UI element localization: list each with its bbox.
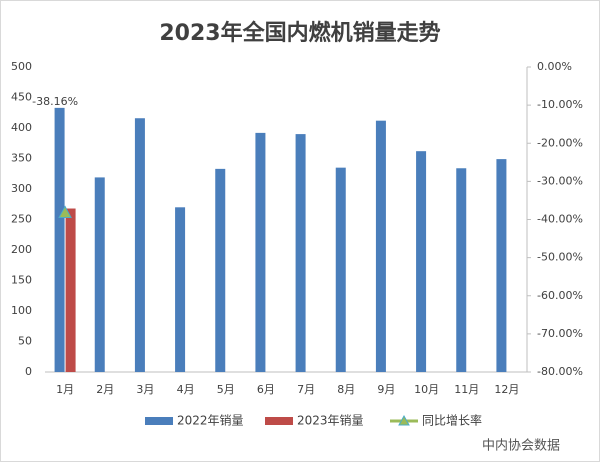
legend-marker (398, 414, 410, 426)
y-tick-label: 300 (11, 182, 32, 195)
x-tick-label: 6月 (257, 383, 275, 396)
legend-swatch (145, 417, 173, 425)
y2-tick-label: -30.00% (537, 174, 583, 187)
source-note: 中内协会数据 (482, 438, 560, 454)
x-tick-label: 2月 (96, 383, 114, 396)
legend-label: 2022年销量 (177, 414, 244, 428)
legend-swatch (265, 417, 293, 425)
x-tick-label: 5月 (217, 383, 235, 396)
bar (54, 107, 65, 373)
bar (416, 151, 427, 372)
bar (456, 168, 467, 372)
chart-title: 2023年全国内燃机销量走势 (159, 20, 440, 46)
x-tick-label: 3月 (136, 383, 154, 396)
y-tick-label: 450 (11, 91, 32, 104)
x-tick-label: 10月 (414, 383, 439, 396)
bar (175, 207, 186, 372)
legend-label: 同比增长率 (422, 413, 482, 428)
legend-label: 2023年销量 (297, 414, 364, 428)
y-tick-label: 250 (11, 213, 32, 226)
bar (134, 118, 145, 373)
y-tick-label: 150 (11, 274, 32, 287)
y-tick-label: 500 (11, 60, 32, 73)
x-tick-label: 8月 (337, 383, 355, 396)
y2-tick-label: -50.00% (537, 251, 583, 264)
bar (295, 134, 306, 372)
bar (215, 168, 226, 372)
bar (496, 159, 507, 372)
bar (335, 167, 346, 372)
y2-tick-label: -70.00% (537, 327, 583, 340)
x-tick-label: 12月 (494, 383, 519, 396)
x-tick-label: 11月 (454, 383, 479, 396)
y-tick-label: 0 (25, 365, 32, 378)
y-tick-label: 350 (11, 152, 32, 165)
bar (255, 132, 266, 372)
y2-tick-label: -40.00% (537, 213, 583, 226)
bar (65, 208, 76, 372)
y-tick-label: 100 (11, 304, 32, 317)
y-tick-label: 50 (18, 335, 32, 348)
bar (375, 120, 386, 373)
bar (94, 177, 105, 372)
y2-tick-label: 0.00% (537, 60, 572, 73)
y2-tick-label: -10.00% (537, 98, 583, 111)
y-tick-label: 200 (11, 243, 32, 256)
data-label: -38.16% (32, 95, 78, 108)
y2-tick-label: -60.00% (537, 289, 583, 302)
line-marker (58, 205, 72, 218)
y2-tick-label: -80.00% (537, 365, 583, 378)
x-tick-label: 4月 (177, 383, 195, 396)
y2-tick-label: -20.00% (537, 136, 583, 149)
x-tick-label: 7月 (297, 383, 315, 396)
x-tick-label: 1月 (56, 383, 74, 396)
y-tick-label: 400 (11, 121, 32, 134)
x-tick-label: 9月 (377, 383, 395, 396)
